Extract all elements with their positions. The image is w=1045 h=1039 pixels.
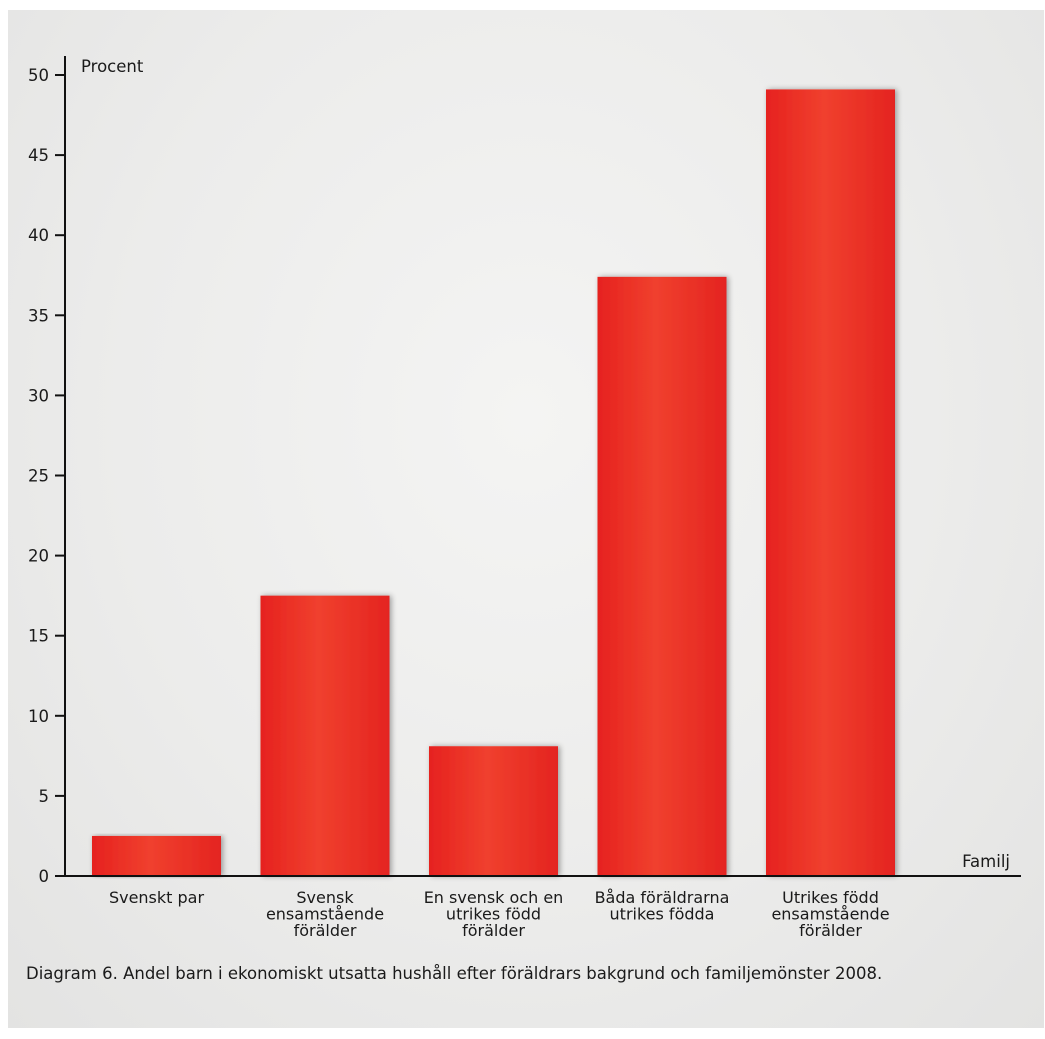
bar <box>429 746 558 876</box>
x-tick-label-line: Svenskt par <box>109 888 205 907</box>
bar <box>597 276 727 876</box>
x-tick-label-line: ensamstående <box>266 905 384 924</box>
x-tick-label: Utrikes född ensamstående förälder <box>771 888 889 940</box>
y-tick-label: 5 <box>39 787 50 806</box>
y-tick-label: 40 <box>28 226 49 245</box>
y-tick-label: 10 <box>28 707 49 726</box>
x-tick-label-line: förälder <box>799 921 862 940</box>
x-axis-label: Familj <box>962 852 1010 871</box>
bar <box>260 595 390 876</box>
x-tick-label: Båda föräldrarna utrikes födda <box>595 888 730 924</box>
x-tick-label-line: ensamstående <box>771 905 889 924</box>
x-tick-label-line: En svensk och en <box>424 888 564 907</box>
x-tick-label-line: utrikes född <box>446 905 541 924</box>
x-tick-label: En svensk och en utrikes född förälder <box>424 888 564 940</box>
y-tick-label: 35 <box>28 306 49 325</box>
x-tick-label: Svenskt par <box>109 888 205 907</box>
y-tick-label: 45 <box>28 146 49 165</box>
y-tick-label: 15 <box>28 627 49 646</box>
bar <box>766 89 895 877</box>
x-tick-label-line: förälder <box>462 921 525 940</box>
y-tick-label: 25 <box>28 467 49 486</box>
x-tick-labels: Svenskt par Svensk ensamstående förälderEn … <box>109 888 890 940</box>
x-tick-label-line: utrikes födda <box>610 905 715 924</box>
bars-layer <box>92 89 895 877</box>
x-tick-label-line: förälder <box>294 921 357 940</box>
y-axis-label: Procent <box>81 57 144 76</box>
x-tick-label-line: Båda föräldrarna <box>595 888 730 907</box>
y-tick-label: 20 <box>28 547 49 566</box>
y-tick-label: 50 <box>28 66 49 85</box>
axes-layer <box>64 56 1021 877</box>
x-tick-label-line: Svensk <box>296 888 354 907</box>
x-tick-label-line: Utrikes född <box>782 888 879 907</box>
figure-caption: Diagram 6. Andel barn i ekonomiskt utsat… <box>26 964 883 983</box>
y-tick-label: 30 <box>28 386 49 405</box>
x-tick-label: Svensk ensamstående förälder <box>266 888 384 940</box>
bar <box>92 835 221 876</box>
y-ticks: 0 5 10 15 20 25 30 35 40 45 50 <box>28 66 65 886</box>
y-tick-label: 0 <box>39 867 50 886</box>
